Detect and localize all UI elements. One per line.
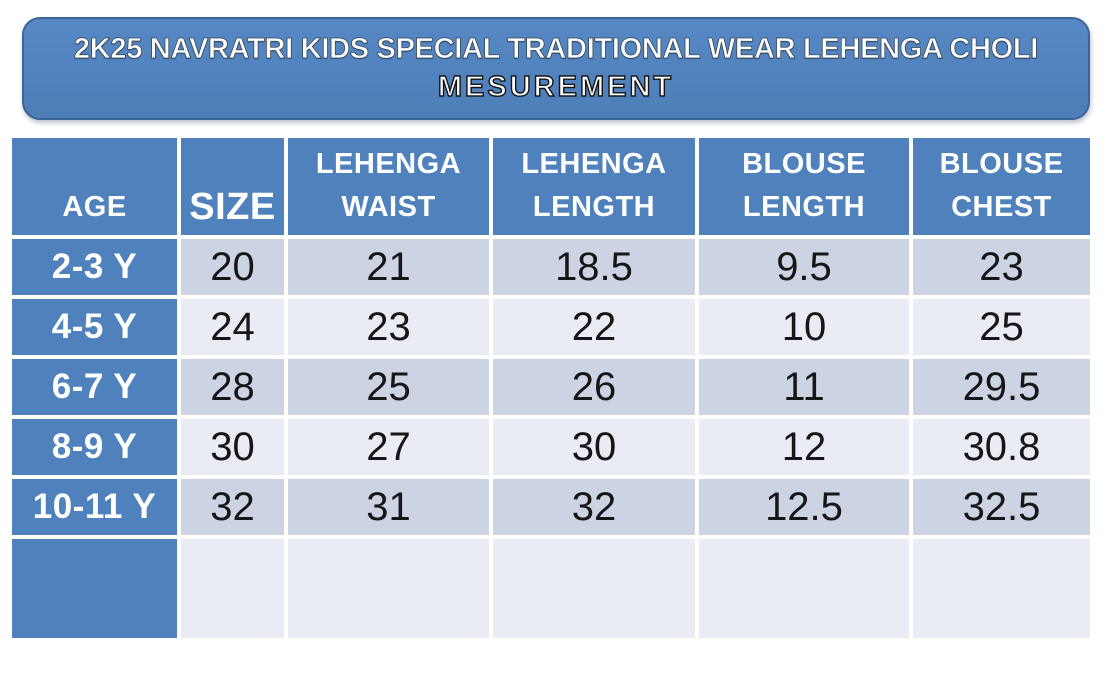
row-label-8-9y: 8-9 Y <box>12 419 177 475</box>
cell-4-5y-blouse-length: 10 <box>699 299 909 355</box>
header-cell-blouse-length: BLOUSE LENGTH <box>699 138 909 235</box>
cell-2-3y-size: 20 <box>181 239 284 295</box>
title-banner: 2K25 NAVRATRI KIDS SPECIAL TRADITIONAL W… <box>22 17 1090 120</box>
cell-10-11y-size: 32 <box>181 479 284 535</box>
cell-6-7y-lehenga-length: 26 <box>493 359 695 415</box>
cell-10-11y-blouse-length: 12.5 <box>699 479 909 535</box>
cell-4-5y-blouse-chest: 25 <box>913 299 1090 355</box>
header-lehenga-length-top: LEHENGA <box>521 148 667 180</box>
cell-6-7y-lehenga-waist: 25 <box>288 359 489 415</box>
header-age-label: AGE <box>62 191 127 223</box>
measurement-table: AGE SIZE LEHENGA WAIST LEHENGA LENGTH BL… <box>12 138 1090 638</box>
cell-6-7y-blouse-chest: 29.5 <box>913 359 1090 415</box>
cell-empty-lehenga-length <box>493 539 695 638</box>
row-label-10-11y: 10-11 Y <box>12 479 177 535</box>
cell-2-3y-blouse-chest: 23 <box>913 239 1090 295</box>
row-label-empty <box>12 539 177 638</box>
cell-4-5y-size: 24 <box>181 299 284 355</box>
header-cell-lehenga-length: LEHENGA LENGTH <box>493 138 695 235</box>
header-size-label: SIZE <box>189 186 276 228</box>
header-blouse-length-top: BLOUSE <box>742 148 866 180</box>
row-label-6-7y: 6-7 Y <box>12 359 177 415</box>
cell-4-5y-lehenga-waist: 23 <box>288 299 489 355</box>
cell-8-9y-blouse-chest: 30.8 <box>913 419 1090 475</box>
cell-2-3y-lehenga-waist: 21 <box>288 239 489 295</box>
header-lehenga-waist-top: LEHENGA <box>315 148 462 180</box>
cell-8-9y-lehenga-length: 30 <box>493 419 695 475</box>
row-label-4-5y: 4-5 Y <box>12 299 177 355</box>
header-lehenga-waist-label: WAIST <box>341 191 436 223</box>
cell-6-7y-blouse-length: 11 <box>699 359 909 415</box>
cell-10-11y-blouse-chest: 32.5 <box>913 479 1090 535</box>
header-blouse-length-label: LENGTH <box>742 191 866 223</box>
cell-6-7y-size: 28 <box>181 359 284 415</box>
cell-10-11y-lehenga-waist: 31 <box>288 479 489 535</box>
banner-subtitle: MESUREMENT <box>437 70 675 103</box>
cell-8-9y-blouse-length: 12 <box>699 419 909 475</box>
header-blouse-chest-label: CHEST <box>951 191 1052 223</box>
cell-empty-size <box>181 539 284 638</box>
cell-2-3y-blouse-length: 9.5 <box>699 239 909 295</box>
banner-title: 2K25 NAVRATRI KIDS SPECIAL TRADITIONAL W… <box>73 33 1039 66</box>
header-cell-lehenga-waist: LEHENGA WAIST <box>288 138 489 235</box>
cell-8-9y-lehenga-waist: 27 <box>288 419 489 475</box>
cell-empty-lehenga-waist <box>288 539 489 638</box>
header-cell-age: AGE <box>12 138 177 235</box>
header-blouse-chest-top: BLOUSE <box>939 148 1064 180</box>
cell-4-5y-lehenga-length: 22 <box>493 299 695 355</box>
row-label-2-3y: 2-3 Y <box>12 239 177 295</box>
cell-8-9y-size: 30 <box>181 419 284 475</box>
cell-10-11y-lehenga-length: 32 <box>493 479 695 535</box>
cell-empty-blouse-chest <box>913 539 1090 638</box>
cell-empty-blouse-length <box>699 539 909 638</box>
header-lehenga-length-label: LENGTH <box>532 191 656 223</box>
header-cell-blouse-chest: BLOUSE CHEST <box>913 138 1090 235</box>
cell-2-3y-lehenga-length: 18.5 <box>493 239 695 295</box>
header-cell-size: SIZE <box>181 138 284 235</box>
